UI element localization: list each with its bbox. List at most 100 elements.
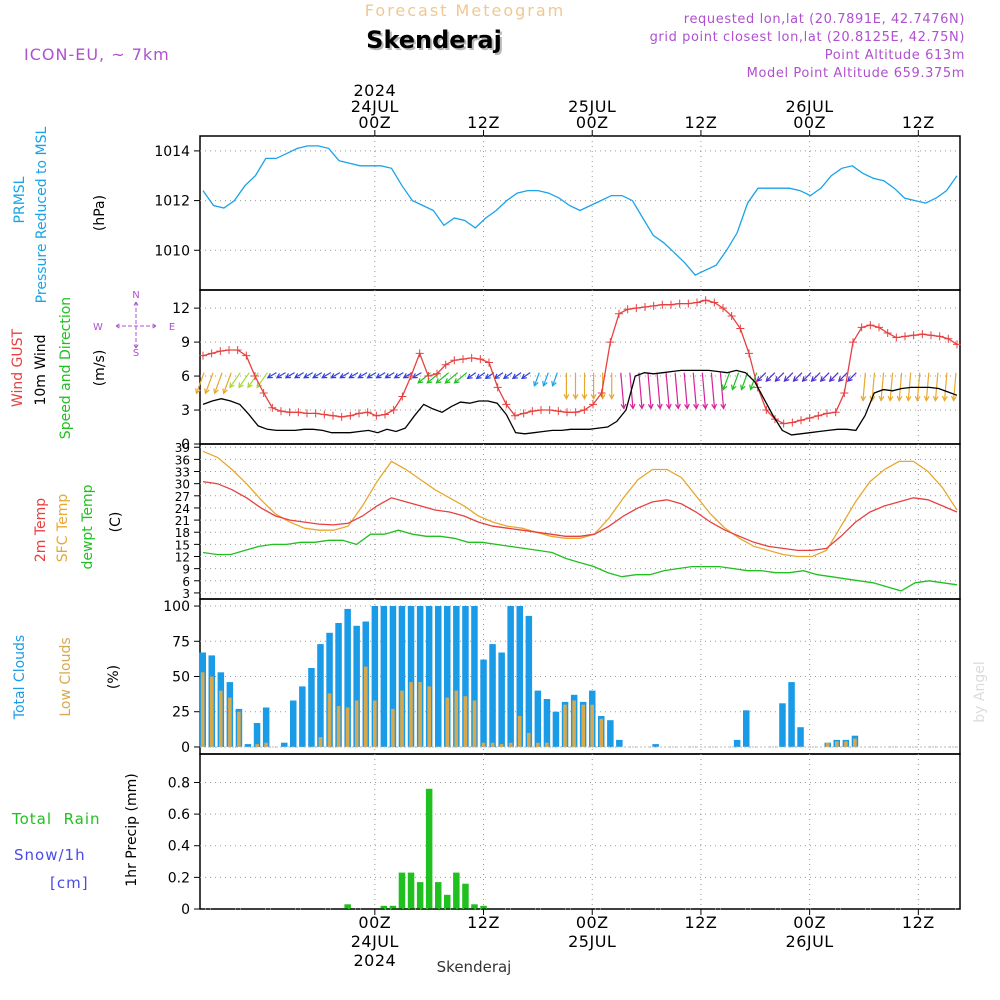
wind-arrowhead <box>453 378 460 384</box>
gust-point <box>476 355 485 364</box>
rain-bar <box>380 905 388 909</box>
wind-direction-arrow <box>674 372 679 409</box>
wind-arrowhead <box>837 376 844 382</box>
gust-point <box>918 330 927 339</box>
gust-point <box>719 304 727 313</box>
wind-direction-arrow <box>367 372 377 379</box>
clouds-label-low: Low Clouds <box>58 637 74 716</box>
wind-arrowhead <box>366 373 373 379</box>
wind-direction-arrow <box>512 372 522 379</box>
total-cloud-bar <box>733 739 741 747</box>
gust-point <box>285 408 294 417</box>
total-cloud-bar <box>326 632 333 747</box>
rain-bar <box>453 872 460 909</box>
precip-label-snow: Snow/1h <box>14 846 86 864</box>
wind-direction-arrow <box>426 372 440 384</box>
gust-point <box>407 372 415 381</box>
wind-arrowhead <box>711 403 718 410</box>
wind-direction-arrow <box>620 372 625 409</box>
total-cloud-bar <box>498 652 505 747</box>
gust-point <box>493 383 502 392</box>
y-tick-label: 1012 <box>154 194 190 210</box>
gust-point <box>779 419 788 428</box>
low-cloud-bar <box>445 697 450 747</box>
model-label: ICON-EU, ~ 7km <box>24 45 170 64</box>
total-cloud-bar <box>543 699 551 747</box>
wind-arrowhead <box>828 376 835 382</box>
y-tick-label: 39 <box>175 441 190 455</box>
wind-direction-arrow <box>551 372 558 387</box>
gust-point <box>381 410 389 419</box>
low-cloud-bar <box>835 741 839 747</box>
wind-arrowhead <box>656 403 663 410</box>
wind-arrowhead <box>330 373 337 379</box>
model-altitude: Model Point Altitude 659.375m <box>747 66 965 81</box>
wind-arrowhead <box>860 395 867 402</box>
wind-arrowhead <box>792 376 799 382</box>
compass-w: W <box>93 322 103 333</box>
wind-direction-arrow <box>765 372 776 382</box>
wind-arrowhead <box>590 394 597 400</box>
wind-arrowhead <box>847 376 853 382</box>
total-cloud-bar <box>743 710 750 747</box>
wind-direction-arrow <box>838 372 848 382</box>
wind-direction-arrow <box>285 372 295 379</box>
gust-point <box>251 372 259 381</box>
y-tick-label: 0 <box>181 740 190 756</box>
y-tick-label: 21 <box>175 514 190 528</box>
wind-direction-arrow <box>916 372 921 401</box>
gust-point <box>303 409 311 418</box>
y-tick-label: 0 <box>181 437 190 453</box>
wind-direction-arrow <box>204 372 214 394</box>
y-tick-label: 15 <box>175 538 190 552</box>
wind-direction-arrow <box>358 372 368 379</box>
low-cloud-bar <box>318 737 323 747</box>
total-cloud-bar <box>244 744 252 747</box>
total-cloud-bar <box>444 606 451 747</box>
low-cloud-bar <box>200 672 205 747</box>
y-tick-label: 1010 <box>154 243 190 259</box>
low-cloud-bar <box>853 738 857 747</box>
gust-point <box>649 301 658 310</box>
wind-arrowhead <box>435 378 442 384</box>
rain-bar <box>398 872 406 909</box>
wind-direction-arrow <box>303 372 314 379</box>
gust-point <box>710 298 719 307</box>
pressure-label-prmsl: PRMSL <box>12 176 28 223</box>
gust-point <box>701 296 710 305</box>
gust-point <box>389 406 398 415</box>
wind-arrowhead <box>675 403 681 410</box>
y-tick-label: 1014 <box>154 144 190 160</box>
y-tick-label: 100 <box>163 599 190 615</box>
low-cloud-bar <box>590 704 594 747</box>
wind-speed-line <box>202 369 958 436</box>
low-cloud-bar <box>255 744 259 747</box>
total-cloud-bar <box>453 606 460 747</box>
gust-point <box>944 334 953 343</box>
low-cloud-bar <box>481 742 486 747</box>
wind-direction-arrow <box>784 372 794 382</box>
gust-point <box>320 410 329 419</box>
gust-point <box>441 360 450 369</box>
wind-arrowhead <box>774 376 781 382</box>
wind-direction-arrow <box>533 372 540 387</box>
wind-direction-arrow <box>195 372 205 394</box>
wind-label-gust: Wind GUST <box>10 328 26 407</box>
wind-direction-arrow <box>665 372 670 409</box>
low-cloud-bar <box>210 676 214 747</box>
total-cloud-bar <box>389 606 397 747</box>
low-cloud-bar <box>527 732 531 747</box>
y-tick-label: 27 <box>175 490 190 504</box>
wind-arrowhead <box>923 395 930 402</box>
wind-direction-arrow <box>925 372 930 401</box>
gust-point <box>840 389 849 398</box>
low-cloud-bar <box>463 696 468 747</box>
gust-point <box>831 408 840 417</box>
x-tick-label-top: 2024 <box>353 81 396 100</box>
gust-point <box>606 338 615 347</box>
wind-arrowhead <box>222 388 228 395</box>
grid-point-coords: grid point closest lon,lat (20.8125E, 42… <box>650 30 965 45</box>
gust-point <box>901 332 909 341</box>
low-cloud-bar <box>264 742 268 747</box>
low-cloud-bar <box>327 693 332 747</box>
